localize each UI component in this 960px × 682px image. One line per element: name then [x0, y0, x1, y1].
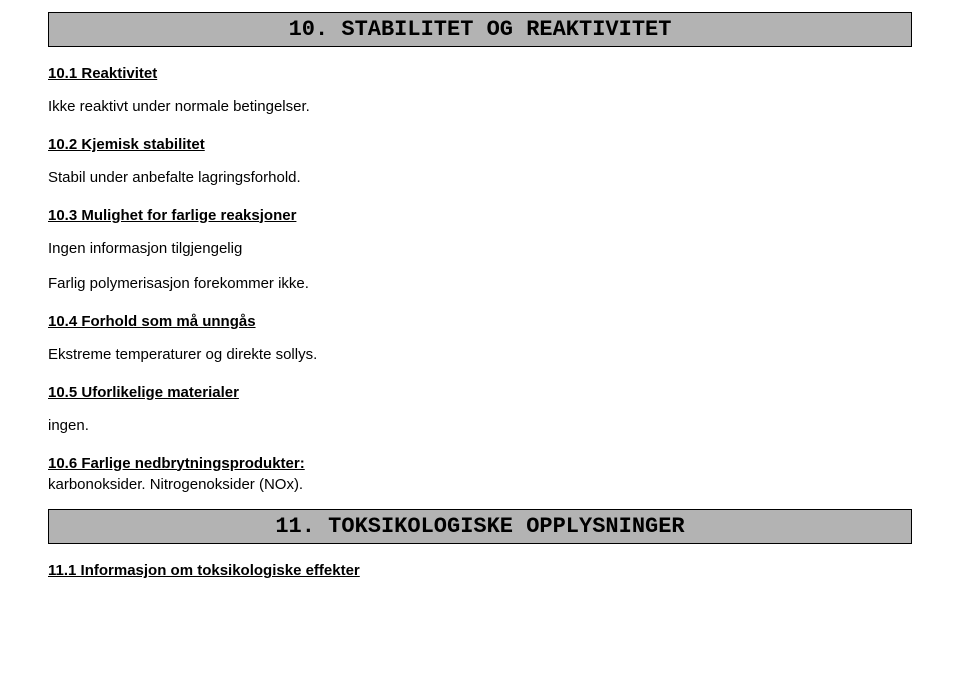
section-10-5-body: ingen. — [48, 415, 912, 437]
section-11-1-heading: 11.1 Informasjon om toksikologiske effek… — [48, 562, 912, 579]
section-10-6-heading: 10.6 Farlige nedbrytningsprodukter: — [48, 455, 912, 472]
section-10-3-heading: 10.3 Mulighet for farlige reaksjoner — [48, 207, 912, 224]
section-10-5-heading: 10.5 Uforlikelige materialer — [48, 384, 912, 401]
section-10-1-heading: 10.1 Reaktivitet — [48, 65, 912, 82]
section-10-4-heading: 10.4 Forhold som må unngås — [48, 313, 912, 330]
section-10-1-body: Ikke reaktivt under normale betingelser. — [48, 96, 912, 118]
section-10-6-body: karbonoksider. Nitrogenoksider (NOx). — [48, 474, 912, 496]
section-10-header: 10. STABILITET OG REAKTIVITET — [48, 12, 912, 47]
section-10-3-body-a: Ingen informasjon tilgjengelig — [48, 238, 912, 260]
section-11-header: 11. TOKSIKOLOGISKE OPPLYSNINGER — [48, 509, 912, 544]
section-10-2-body: Stabil under anbefalte lagringsforhold. — [48, 167, 912, 189]
section-10-2-heading: 10.2 Kjemisk stabilitet — [48, 136, 912, 153]
section-10-3-body-b: Farlig polymerisasjon forekommer ikke. — [48, 273, 912, 295]
section-10-4-body: Ekstreme temperaturer og direkte sollys. — [48, 344, 912, 366]
